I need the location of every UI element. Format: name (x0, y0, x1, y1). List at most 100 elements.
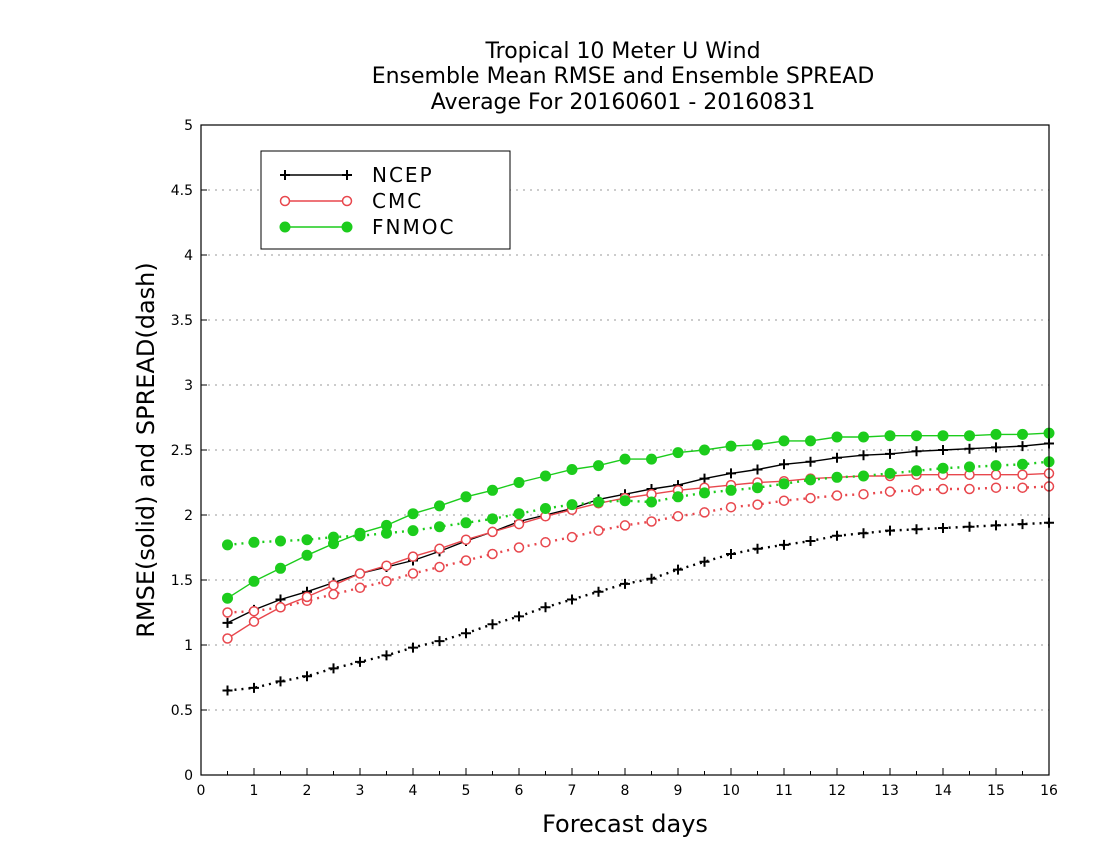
legend-marker-cmc (279, 195, 291, 207)
fnmoc-rmse-point (248, 575, 260, 587)
fnmoc-rmse-point (434, 500, 445, 512)
cmc-rmse-point (513, 518, 525, 530)
ncep-spread-point (673, 564, 683, 575)
ncep-spread-point (514, 611, 524, 622)
ncep-spread-point (752, 543, 763, 554)
y-tick-label: 4 (184, 248, 193, 264)
fnmoc-spread-point (672, 491, 684, 503)
fnmoc-spread-point (831, 471, 843, 483)
ncep-spread-point (487, 619, 498, 630)
fnmoc-spread-point (566, 499, 578, 511)
fnmoc-spread-point (646, 496, 657, 508)
fnmoc-rmse-point (354, 527, 366, 539)
ncep-rmse-point (832, 452, 842, 463)
y-tick-label: 1 (184, 638, 193, 654)
ncep-spread-line (227, 521, 1050, 692)
fnmoc-rmse-point (540, 470, 551, 482)
ncep-rmse-point (885, 448, 895, 459)
fnmoc-rmse-point (884, 430, 896, 442)
fnmoc-spread-point (884, 467, 896, 479)
legend-marker-ncep (342, 170, 352, 180)
ncep-spread-point (858, 528, 869, 539)
fnmoc-spread-point (778, 478, 790, 490)
ncep-spread-point (540, 602, 551, 613)
cmc-rmse-point (460, 534, 472, 545)
x-tick-label: 12 (828, 783, 846, 799)
chart-title-line-3: Average For 20160601 - 20160831 (431, 90, 816, 115)
fnmoc-rmse-point (964, 430, 975, 442)
cmc-rmse-point (328, 579, 339, 591)
x-tick-label: 10 (722, 783, 740, 799)
cmc-spread-point (831, 490, 843, 501)
fnmoc-rmse-point (805, 435, 816, 447)
fnmoc-spread-point (593, 496, 604, 508)
fnmoc-spread-point (937, 462, 949, 474)
cmc-spread-point (434, 561, 445, 573)
fnmoc-rmse-point (778, 435, 790, 447)
ncep-rmse-point (779, 459, 789, 470)
fnmoc-rmse-point (831, 431, 843, 443)
x-tick-label: 14 (934, 783, 952, 799)
fnmoc-rmse-point (699, 444, 710, 456)
ncep-spread-point (249, 682, 259, 693)
y-tick-label: 4.5 (171, 183, 193, 199)
cmc-spread-point (805, 492, 816, 504)
cmc-spread-point (222, 607, 233, 618)
ncep-spread-point (328, 663, 339, 674)
cmc-spread-point (725, 501, 737, 513)
fnmoc-rmse-point (725, 440, 737, 452)
y-tick-label: 3.5 (171, 313, 193, 329)
fnmoc-spread-point (725, 484, 737, 496)
cmc-rmse-point (222, 633, 233, 644)
fnmoc-rmse-point (513, 477, 525, 488)
legend-label-cmc: CMC (372, 189, 423, 213)
ncep-spread-point (620, 578, 630, 589)
x-tick-label: 4 (409, 783, 418, 799)
legend-marker-fnmoc (279, 221, 291, 233)
cmc-spread-point (487, 548, 498, 560)
fnmoc-spread-point (222, 539, 233, 551)
ncep-spread-point (1017, 519, 1028, 530)
legend-box (260, 150, 511, 250)
y-axis-title: RMSE(solid) and SPREAD(dash) (132, 262, 160, 638)
x-tick-label: 2 (303, 783, 312, 799)
ncep-spread-point (593, 586, 604, 597)
fnmoc-rmse-point (487, 484, 498, 496)
ncep-rmse-point (938, 445, 948, 455)
ncep-spread-point (938, 523, 948, 533)
ncep-rmse-point (752, 464, 763, 475)
ncep-rmse-line (227, 442, 1050, 624)
x-tick-label: 16 (1040, 783, 1058, 799)
fnmoc-spread-point (752, 482, 763, 494)
cmc-rmse-point (301, 591, 313, 603)
fnmoc-rmse-point (593, 460, 604, 472)
ncep-spread-point (355, 656, 365, 667)
fnmoc-rmse-line (227, 432, 1050, 599)
cmc-rmse-point (407, 551, 419, 562)
fnmoc-rmse-point (752, 439, 763, 451)
cmc-spread-line (227, 485, 1050, 614)
fnmoc-rmse-point (990, 428, 1002, 440)
ncep-spread-point (832, 530, 842, 541)
ncep-spread-point (461, 628, 471, 639)
fnmoc-spread-point (858, 470, 869, 482)
y-tick-label: 0 (184, 768, 193, 784)
x-tick-label: 0 (197, 783, 206, 799)
x-tick-label: 3 (356, 783, 365, 799)
ncep-spread-point (408, 642, 418, 653)
cmc-spread-point (699, 507, 710, 518)
fnmoc-rmse-point (619, 453, 631, 465)
cmc-spread-point (937, 483, 949, 495)
cmc-spread-point (407, 568, 419, 579)
fnmoc-spread-point (964, 461, 975, 473)
fnmoc-rmse-point (646, 453, 657, 465)
ncep-rmse-point (726, 468, 736, 479)
cmc-rmse-point (1017, 469, 1028, 480)
cmc-rmse-point (381, 560, 392, 571)
x-tick-label: 8 (621, 783, 630, 799)
y-tick-label: 0.5 (171, 703, 193, 719)
ncep-spread-point (911, 524, 922, 535)
cmc-spread-point (964, 483, 975, 495)
fnmoc-spread-point (1017, 458, 1028, 470)
